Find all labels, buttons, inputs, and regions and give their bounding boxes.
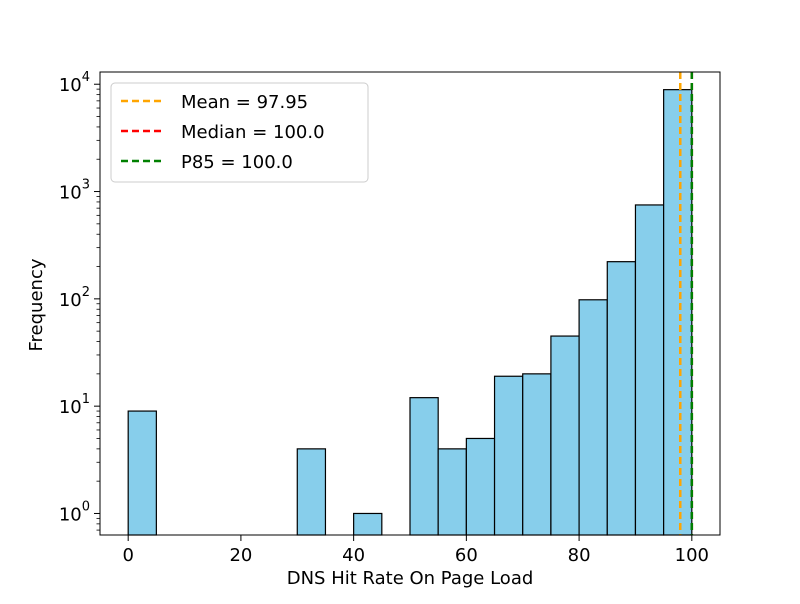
histogram-bar	[466, 438, 494, 535]
histogram-bar	[495, 376, 523, 535]
x-axis-label: DNS Hit Rate On Page Load	[287, 568, 534, 589]
histogram-bar	[635, 205, 663, 535]
y-tick-label: 104	[59, 70, 90, 96]
legend-label: Median = 100.0	[181, 122, 325, 143]
x-tick-label: 20	[229, 545, 252, 566]
y-axis-label: Frequency	[26, 258, 47, 351]
histogram-bar	[579, 300, 607, 535]
histogram-bar	[128, 411, 156, 535]
x-tick-label: 100	[675, 545, 709, 566]
x-tick-label: 80	[568, 545, 591, 566]
histogram-bar	[664, 90, 692, 535]
histogram-bar	[438, 449, 466, 535]
x-tick-label: 40	[342, 545, 365, 566]
legend: Mean = 97.95 Median = 100.0 P85 = 100.0	[111, 83, 368, 182]
histogram-bar	[410, 398, 438, 535]
histogram-bar	[607, 262, 635, 535]
histogram-bar	[297, 449, 325, 535]
y-tick-label: 100	[59, 499, 90, 525]
y-tick-label: 102	[59, 285, 90, 311]
histogram-bar	[551, 336, 579, 535]
x-tick-label: 60	[455, 545, 478, 566]
histogram-bar	[523, 374, 551, 535]
legend-label: P85 = 100.0	[181, 152, 293, 173]
y-tick-label: 103	[59, 178, 90, 204]
y-tick-label: 101	[59, 392, 90, 418]
histogram-bar	[354, 513, 382, 535]
x-tick-label: 0	[122, 545, 133, 566]
legend-label: Mean = 97.95	[181, 92, 308, 113]
